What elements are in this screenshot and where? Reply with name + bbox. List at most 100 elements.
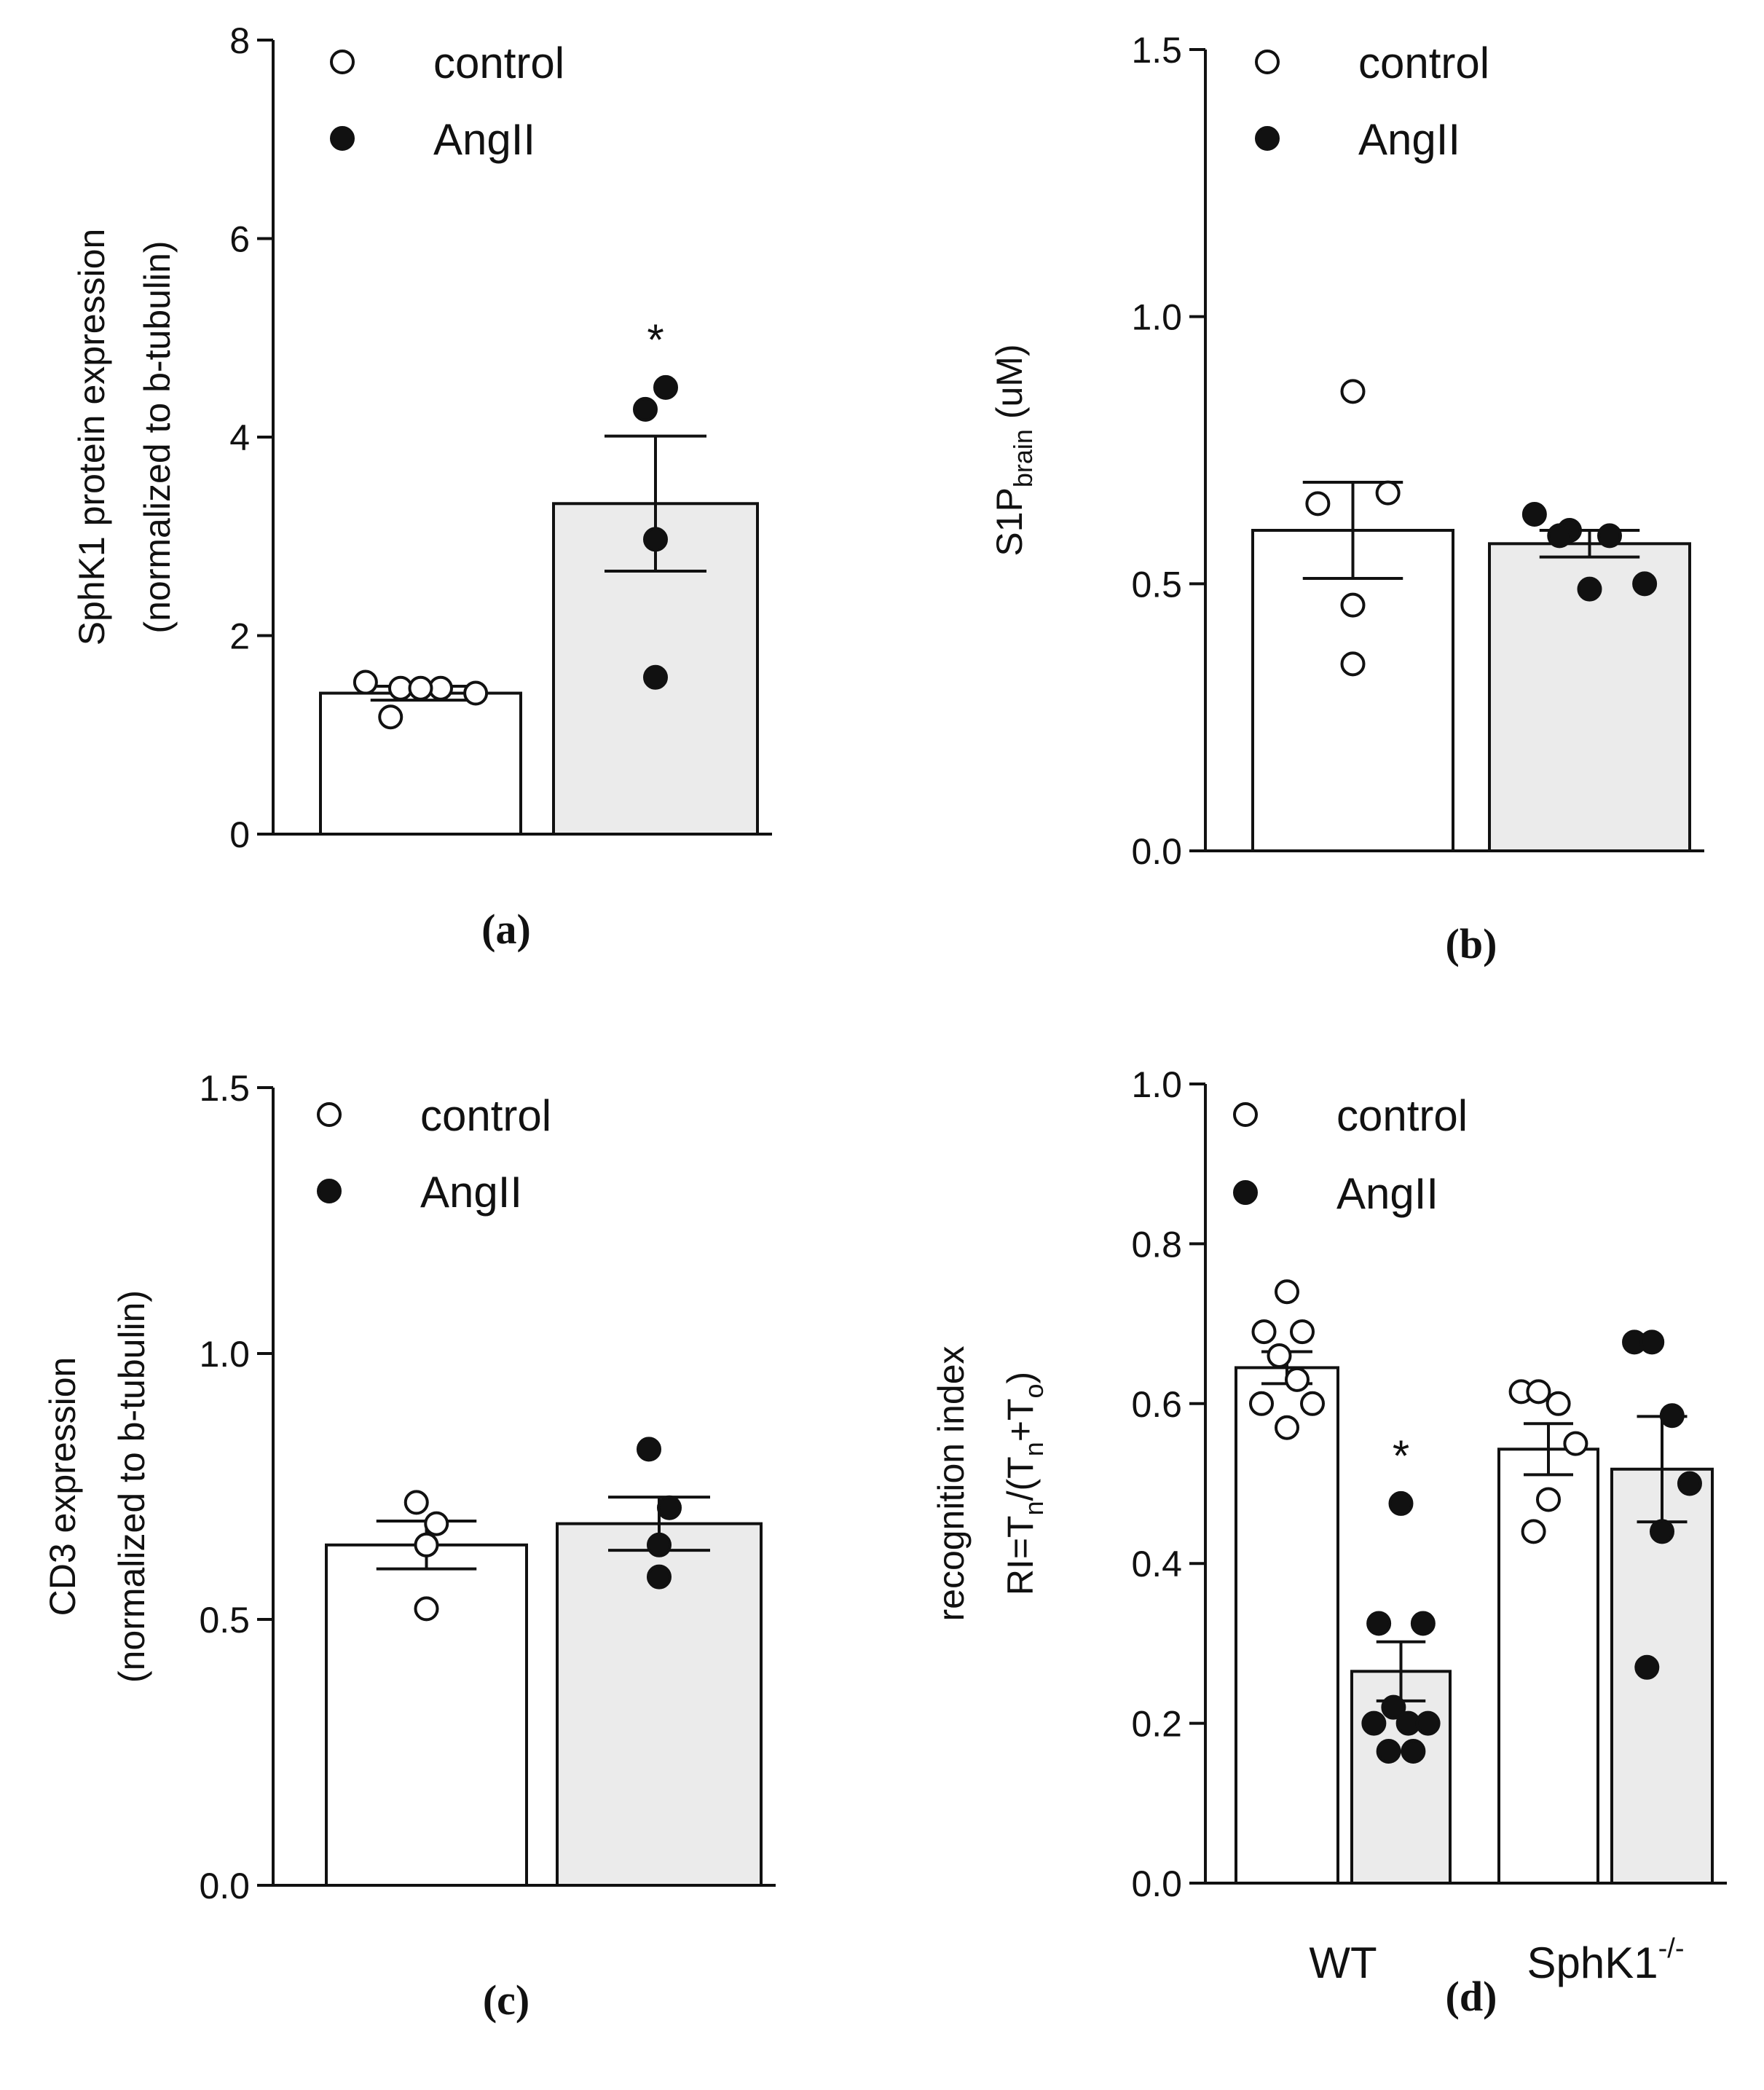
legend-marker-angii — [1255, 126, 1280, 151]
y-tick-label: 0.0 — [1131, 1863, 1182, 1904]
data-point-angii — [1577, 576, 1602, 602]
legend-marker-angii — [317, 1179, 342, 1203]
data-point-control — [1375, 480, 1401, 506]
data-point-angii — [1521, 502, 1547, 527]
y-axis-label-formula: RI=Tn/(Tn+To) — [1000, 1372, 1049, 1595]
y-axis-label: CD3 expression — [42, 1357, 83, 1616]
legend-label-control: control — [1336, 1091, 1468, 1140]
data-point-control — [408, 675, 433, 701]
legend-marker-control — [317, 1102, 342, 1127]
panel-label: (b) — [1446, 920, 1497, 967]
legend-label-angii: AngII — [1358, 115, 1460, 164]
y-tick-label: 2 — [229, 616, 250, 657]
data-point-angii — [1634, 1654, 1660, 1680]
data-point-angii — [1632, 571, 1658, 597]
data-point-angii — [1597, 523, 1622, 549]
legend-marker-control — [330, 50, 355, 74]
x-category-label: SphK1-/- — [1527, 1933, 1684, 1987]
y-tick-label: 8 — [229, 20, 250, 61]
x-category-label: WT — [1309, 1938, 1377, 1987]
data-point-control — [1285, 1367, 1310, 1392]
significance-star: * — [647, 315, 664, 364]
panel-label: (a) — [481, 905, 531, 953]
data-point-angii — [637, 1437, 661, 1462]
bar-control — [325, 1543, 528, 1887]
data-point-angii — [1410, 1611, 1436, 1636]
data-point-control — [463, 680, 489, 706]
y-tick-label: 0.5 — [1131, 564, 1182, 605]
panel-a: 0 2 4 6 8 SphK1 protein expression (normalized… — [71, 20, 772, 953]
data-point-control — [1249, 1391, 1274, 1416]
data-point-angii — [1659, 1403, 1685, 1429]
y-tick-label: 0.2 — [1131, 1704, 1182, 1745]
panel-d: 0.0 0.2 0.4 0.6 0.8 1.0 recognition index RI=Tn… — [931, 1064, 1727, 2020]
data-point-control — [1275, 1415, 1299, 1440]
data-point-control — [1251, 1319, 1277, 1345]
data-point-control — [1521, 1519, 1546, 1544]
data-point-angii — [643, 527, 668, 552]
data-point-control — [424, 1511, 449, 1536]
y-tick-label: 0.5 — [199, 1600, 250, 1641]
y-axis-label: S1Pbrain (uM) — [989, 344, 1038, 556]
legend-marker-control — [1233, 1102, 1258, 1127]
data-point-angii — [643, 664, 668, 690]
legend-label-angii: AngII — [420, 1168, 522, 1217]
data-point-control — [1300, 1391, 1325, 1416]
y-tick-label: 0.0 — [1131, 831, 1182, 872]
y-axis-label: recognition index — [931, 1345, 972, 1621]
data-point-angii — [1366, 1611, 1392, 1636]
y-tick-label: 0 — [229, 814, 250, 855]
data-point-angii — [1401, 1738, 1426, 1764]
legend-marker-angii — [330, 126, 355, 151]
data-point-control — [378, 704, 403, 730]
data-point-control — [1340, 592, 1366, 618]
panel-c: 0.0 0.5 1.0 1.5 CD3 expression (normalized to… — [42, 1068, 776, 2024]
bar-control — [319, 691, 522, 836]
data-point-control — [414, 1532, 439, 1557]
data-point-angii — [1381, 1694, 1406, 1720]
legend-marker-control — [1255, 50, 1280, 74]
data-point-angii — [647, 1564, 672, 1590]
data-point-control — [1546, 1391, 1571, 1416]
y-tick-label: 1.0 — [1131, 297, 1182, 338]
data-point-angii — [1547, 523, 1572, 549]
data-point-control — [414, 1596, 439, 1622]
data-point-control — [1340, 651, 1366, 677]
y-axis-label: (normalized to b-tubulin) — [111, 1290, 152, 1683]
y-tick-label: 1.5 — [1131, 30, 1182, 71]
bar-control — [1497, 1447, 1599, 1885]
panel-label: (c) — [483, 1976, 529, 2024]
data-point-angii — [1388, 1490, 1414, 1516]
data-point-angii — [1361, 1710, 1387, 1736]
significance-star: * — [1393, 1431, 1409, 1480]
y-tick-label: 0.4 — [1131, 1544, 1182, 1584]
data-point-angii — [1639, 1329, 1665, 1355]
bar-control — [1235, 1366, 1339, 1885]
data-point-angii — [657, 1495, 682, 1520]
legend-label-angii: AngII — [433, 115, 535, 164]
legend-label-control: control — [433, 39, 564, 87]
data-point-control — [1275, 1279, 1299, 1305]
bar-control — [1251, 529, 1454, 852]
data-point-angii — [1650, 1519, 1674, 1544]
y-axis-label: SphK1 protein expression — [71, 229, 112, 646]
data-point-control — [1536, 1487, 1561, 1512]
data-point-angii — [633, 396, 658, 422]
y-tick-label: 1.5 — [199, 1068, 250, 1109]
data-point-control — [403, 1490, 429, 1515]
data-point-control — [1305, 491, 1331, 516]
panel-b: 0.0 0.5 1.0 1.5 S1Pbrain (uM) control AngII (b) — [989, 30, 1704, 967]
data-point-control — [1563, 1431, 1588, 1456]
legend-marker-angii — [1233, 1180, 1258, 1205]
data-point-control — [353, 669, 378, 695]
data-point-angii — [1376, 1738, 1401, 1764]
y-tick-label: 1.0 — [1131, 1064, 1182, 1105]
y-tick-label: 1.0 — [199, 1334, 250, 1375]
y-tick-label: 0.0 — [199, 1866, 250, 1906]
data-point-angii — [647, 1532, 672, 1557]
y-tick-label: 4 — [229, 417, 250, 458]
y-tick-label: 0.8 — [1131, 1224, 1182, 1265]
legend-label-control: control — [1358, 39, 1489, 87]
y-tick-label: 0.6 — [1131, 1384, 1182, 1425]
